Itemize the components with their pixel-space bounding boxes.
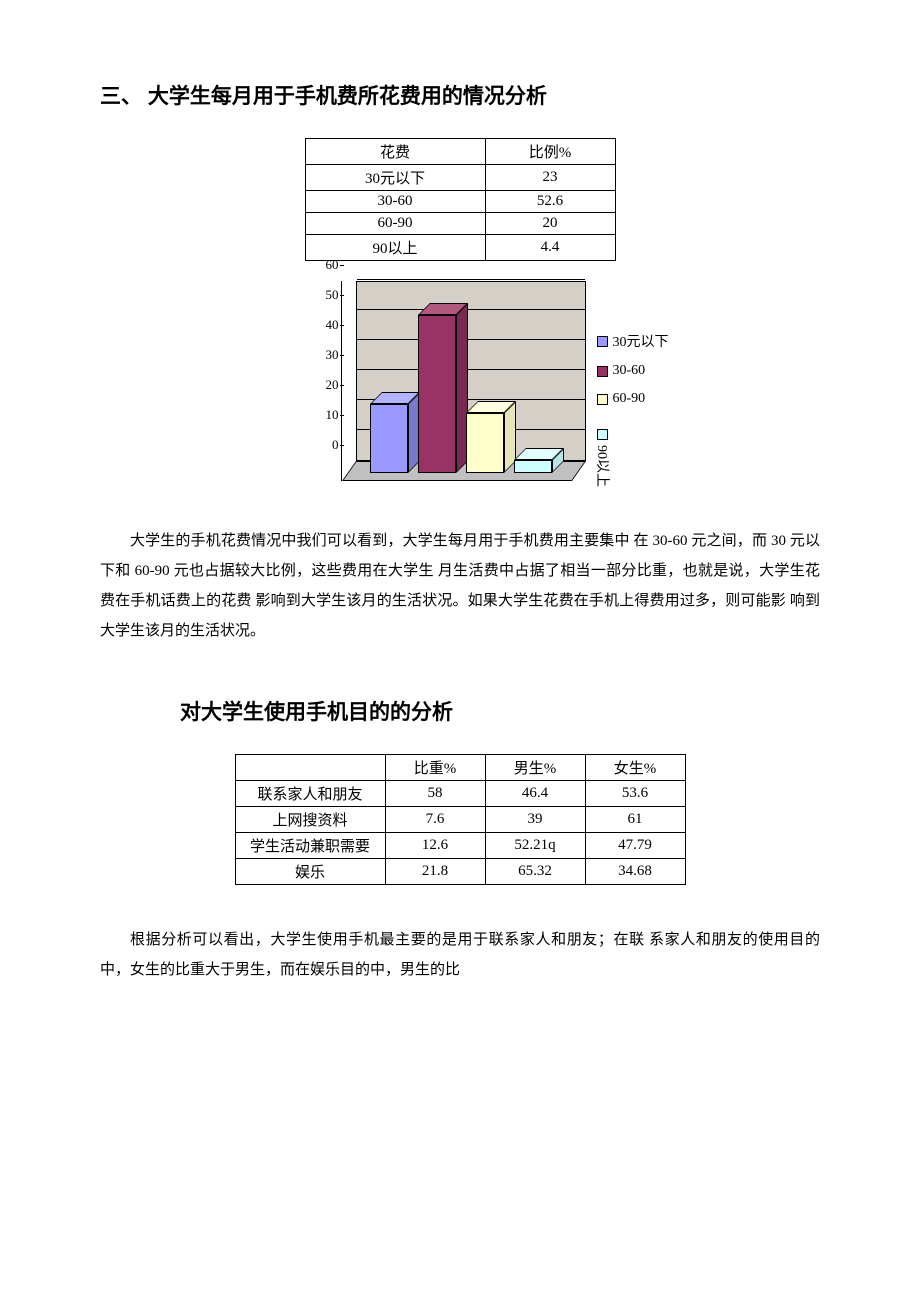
section-1-paragraph: 大学生的手机花费情况中我们可以看到，大学生每月用于手机费用主要集中 在 30-6… (100, 526, 820, 646)
table-row: 60-90 20 (305, 213, 615, 235)
table-header: 比重% (385, 755, 485, 781)
table-cell: 34.68 (585, 859, 685, 885)
gridline (357, 339, 585, 340)
gridline (357, 279, 585, 280)
legend-label: 90以上 (593, 445, 613, 487)
table-row: 上网搜资料 7.6 39 61 (235, 807, 685, 833)
table-header: 花费 (305, 139, 485, 165)
table-cell: 7.6 (385, 807, 485, 833)
table-row: 30元以下 23 (305, 165, 615, 191)
gridline (357, 369, 585, 370)
y-axis: 0102030405060 (312, 281, 342, 481)
y-tick-label: 40 (311, 317, 339, 333)
bar (514, 460, 552, 473)
paragraph-text: 根据分析可以看出，大学生使用手机最主要的是用于联系家人和朋友；在联 系家人和朋友… (100, 925, 820, 985)
table-row: 比重% 男生% 女生% (235, 755, 685, 781)
legend-item: 60-90 (597, 391, 669, 407)
y-tick-label: 60 (311, 257, 339, 273)
table-row: 联系家人和朋友 58 46.4 53.6 (235, 781, 685, 807)
table-cell: 65.32 (485, 859, 585, 885)
table-cell: 47.79 (585, 833, 685, 859)
chart-legend: 30元以下30-6060-9090以上 (597, 331, 669, 451)
table-cell: 21.8 (385, 859, 485, 885)
section-2-title: 对大学生使用手机目的的分析 (180, 696, 820, 726)
table-cell: 联系家人和朋友 (235, 781, 385, 807)
plot-area (342, 281, 572, 481)
expense-table: 花费 比例% 30元以下 23 30-60 52.6 60-90 20 90以上… (305, 138, 616, 261)
table-header: 比例% (485, 139, 615, 165)
legend-item: 90以上 (593, 429, 613, 495)
legend-swatch (597, 336, 608, 347)
table-row: 90以上 4.4 (305, 235, 615, 261)
legend-label: 60-90 (613, 391, 646, 407)
y-tick-label: 20 (311, 377, 339, 393)
table-cell: 61 (585, 807, 685, 833)
bar-chart-3d: 0102030405060 30元以下30-6060-9090以上 (100, 281, 820, 511)
table-cell: 4.4 (485, 235, 615, 261)
legend-label: 30-60 (613, 363, 646, 379)
legend-swatch (597, 429, 608, 440)
table-cell: 30-60 (305, 191, 485, 213)
table-row: 30-60 52.6 (305, 191, 615, 213)
table-row: 学生活动兼职需要 12.6 52.21q 47.79 (235, 833, 685, 859)
bar (466, 413, 504, 473)
table-cell: 58 (385, 781, 485, 807)
table-cell: 60-90 (305, 213, 485, 235)
table-cell: 52.6 (485, 191, 615, 213)
section-1-title: 三、 大学生每月用于手机费所花费用的情况分析 (100, 80, 820, 110)
paragraph-text: 大学生的手机花费情况中我们可以看到，大学生每月用于手机费用主要集中 在 30-6… (100, 526, 820, 646)
table-cell: 53.6 (585, 781, 685, 807)
table-header: 女生% (585, 755, 685, 781)
table-cell: 52.21q (485, 833, 585, 859)
table-cell: 30元以下 (305, 165, 485, 191)
y-tick-label: 50 (311, 287, 339, 303)
purpose-table: 比重% 男生% 女生% 联系家人和朋友 58 46.4 53.6 上网搜资料 7… (235, 754, 686, 885)
table-cell: 46.4 (485, 781, 585, 807)
legend-item: 30元以下 (597, 331, 669, 351)
table-cell: 学生活动兼职需要 (235, 833, 385, 859)
y-tick-label: 0 (311, 437, 339, 453)
table-row: 娱乐 21.8 65.32 34.68 (235, 859, 685, 885)
bar (370, 404, 408, 473)
gridline (357, 309, 585, 310)
table-cell: 12.6 (385, 833, 485, 859)
table-cell: 上网搜资料 (235, 807, 385, 833)
table-cell: 39 (485, 807, 585, 833)
table-header: 男生% (485, 755, 585, 781)
chart-plot: 0102030405060 (312, 281, 572, 511)
bar (418, 315, 456, 473)
legend-item: 30-60 (597, 363, 669, 379)
table-header (235, 755, 385, 781)
table-cell: 娱乐 (235, 859, 385, 885)
table-cell: 20 (485, 213, 615, 235)
table-cell: 23 (485, 165, 615, 191)
y-tick-label: 30 (311, 347, 339, 363)
legend-swatch (597, 366, 608, 377)
legend-label: 30元以下 (613, 331, 669, 351)
table-row: 花费 比例% (305, 139, 615, 165)
section-2-paragraph: 根据分析可以看出，大学生使用手机最主要的是用于联系家人和朋友；在联 系家人和朋友… (100, 925, 820, 985)
y-tick-label: 10 (311, 407, 339, 423)
legend-swatch (597, 394, 608, 405)
